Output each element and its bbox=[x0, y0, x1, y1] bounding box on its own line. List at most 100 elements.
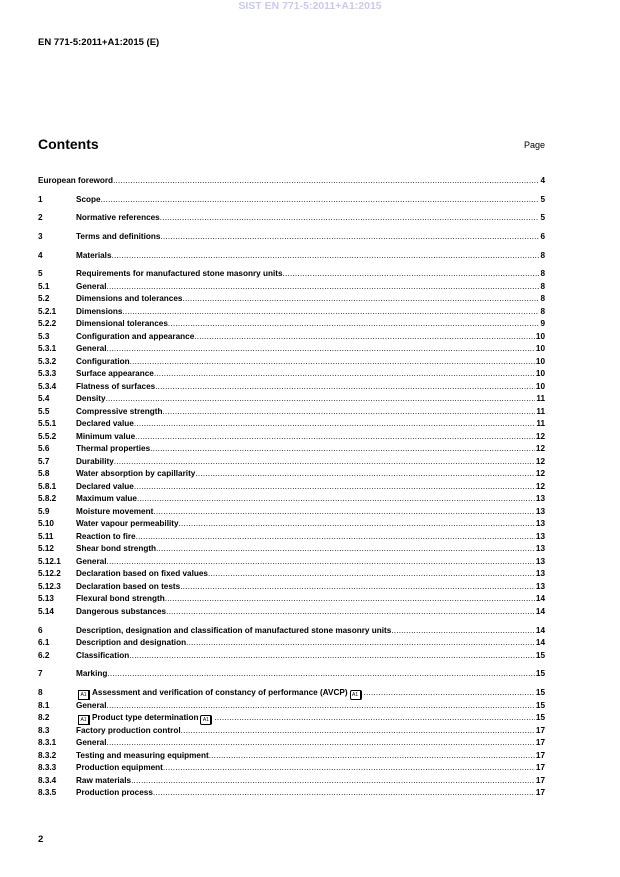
toc-entry-number: 8.3.5 bbox=[38, 788, 57, 797]
toc-entry[interactable]: 5.8 Water absorption by capillarity 12 bbox=[38, 468, 545, 481]
toc-entry-title: Maximum value bbox=[76, 494, 137, 504]
toc-entry[interactable]: 5.1 General 8 bbox=[38, 281, 545, 294]
toc-entry[interactable]: 5.10 Water vapour permeability 13 bbox=[38, 518, 545, 531]
toc-entry-title: Dimensions and tolerances bbox=[76, 294, 183, 304]
toc-entry[interactable]: 5.3.3 Surface appearance 10 bbox=[38, 368, 545, 381]
toc-entry-number: 5.3.3 bbox=[38, 369, 57, 379]
toc-entry[interactable]: 5.3 Configuration and appearance 10 bbox=[38, 331, 545, 344]
dot-leader bbox=[214, 712, 534, 725]
toc-entry[interactable]: 5.12 Shear bond strength 13 bbox=[38, 543, 545, 556]
toc-entry[interactable]: 8.3.2 Testing and measuring equipment 17 bbox=[38, 750, 545, 763]
toc-entry[interactable]: 5.13 Flexural bond strength 14 bbox=[38, 593, 545, 606]
toc-entry[interactable]: 8.3 Factory production control 17 bbox=[38, 725, 545, 738]
toc-entry-title-group: Shear bond strength bbox=[76, 543, 156, 556]
toc-entry-number: 5.8.2 bbox=[38, 494, 57, 504]
toc-entry-title: Thermal properties bbox=[76, 444, 151, 454]
toc-entry-title: Production equipment bbox=[76, 763, 163, 772]
toc-entry-number: 5.6 bbox=[38, 444, 50, 454]
toc-entry[interactable]: 5.5.1 Declared value 11 bbox=[38, 418, 545, 431]
toc-entry[interactable]: 5.12.3 Declaration based on tests 13 bbox=[38, 581, 545, 594]
toc-entry[interactable]: 5.12.1 General 13 bbox=[38, 556, 545, 569]
dot-leader bbox=[136, 531, 535, 544]
toc-entry[interactable]: 3 Terms and definitions 6 bbox=[38, 231, 545, 244]
toc-entry[interactable]: 6 Description, designation and classifica… bbox=[38, 625, 545, 638]
toc-entry-number: 5.14 bbox=[38, 606, 54, 616]
toc-entry-number: 5.3.4 bbox=[38, 381, 57, 391]
toc-entry[interactable]: 5.7 Durability 12 bbox=[38, 456, 545, 469]
toc-entry[interactable]: 6.2 Classification 15 bbox=[38, 650, 545, 663]
toc-entry[interactable]: 1 Scope 5 bbox=[38, 194, 545, 207]
toc-entry[interactable]: 8.3.3 Production equipment 17 bbox=[38, 762, 545, 775]
toc-entry-page: 4 bbox=[540, 176, 545, 185]
toc-entry-title-group: Dimensions and tolerances bbox=[76, 293, 182, 306]
toc-entry-page: 8 bbox=[540, 294, 545, 304]
toc-entry-number: 5.13 bbox=[38, 594, 54, 604]
toc-entry-title-group: Declared value bbox=[76, 418, 134, 431]
dot-leader bbox=[179, 518, 535, 531]
toc-entry-number: 8.3.1 bbox=[38, 738, 57, 747]
toc-entry-title: Marking bbox=[76, 669, 108, 679]
toc-entry-title: Factory production control bbox=[76, 725, 181, 735]
toc-entry[interactable]: 5.2.1 Dimensions 8 bbox=[38, 306, 545, 319]
dot-leader bbox=[166, 606, 535, 619]
dot-leader bbox=[163, 762, 535, 775]
toc-entry[interactable]: 8 A1 Assessment and verification of consta… bbox=[38, 687, 545, 700]
toc-entry-page: 15 bbox=[535, 688, 545, 697]
dot-leader bbox=[107, 343, 535, 356]
toc-entry[interactable]: 8.3.4 Raw materials 17 bbox=[38, 775, 545, 788]
toc-entry-title-group: Declaration based on tests bbox=[76, 581, 180, 594]
toc-entry[interactable]: European foreword 4 bbox=[38, 175, 545, 188]
toc-entry[interactable]: 5.8.1 Declared value 12 bbox=[38, 481, 545, 494]
toc-entry[interactable]: 8.3.1 General 17 bbox=[38, 737, 545, 750]
toc-entry[interactable]: 6.1 Description and designation 14 bbox=[38, 637, 545, 650]
toc-entry[interactable]: 5.5 Compressive strength 11 bbox=[38, 406, 545, 419]
toc-entry[interactable]: 7 Marking 15 bbox=[38, 668, 545, 681]
toc-entry[interactable]: 4 Materials 8 bbox=[38, 250, 545, 263]
toc-entry[interactable]: 5.3.2 Configuration 10 bbox=[38, 356, 545, 369]
toc-entry-title-group: Water absorption by capillarity bbox=[76, 468, 195, 481]
toc-entry-page: 14 bbox=[535, 594, 545, 604]
toc-entry[interactable]: 2 Normative references 5 bbox=[38, 212, 545, 225]
table-of-contents: European foreword 4 1 Scope 5 2 Normative refe… bbox=[38, 175, 545, 800]
toc-entry-title: Scope bbox=[76, 194, 101, 204]
toc-entry-number: 6.2 bbox=[38, 650, 50, 660]
toc-entry[interactable]: 5.8.2 Maximum value 13 bbox=[38, 493, 545, 506]
contents-heading: Contents bbox=[38, 136, 99, 152]
amendment-end-marker-icon: A1 bbox=[200, 715, 213, 725]
toc-entry[interactable]: 5.12.2 Declaration based on fixed values 1… bbox=[38, 568, 545, 581]
amendment-end-marker-icon: A1 bbox=[349, 690, 362, 700]
page-number: 2 bbox=[38, 834, 44, 845]
dot-leader bbox=[209, 750, 535, 763]
toc-entry-number: 5.7 bbox=[38, 456, 50, 466]
toc-entry-title: Description, designation and classificat… bbox=[76, 625, 392, 635]
toc-entry-title-group: Maximum value bbox=[76, 493, 137, 506]
toc-entry[interactable]: 5.9 Moisture movement 13 bbox=[38, 506, 545, 519]
toc-entry-page: 17 bbox=[535, 738, 545, 747]
toc-entry-title-group: Dimensions bbox=[76, 306, 122, 319]
dot-leader bbox=[180, 581, 535, 594]
toc-entry-title: Declared value bbox=[76, 419, 134, 429]
toc-entry-page: 15 bbox=[535, 650, 545, 660]
toc-entry[interactable]: 5.5.2 Minimum value 12 bbox=[38, 431, 545, 444]
toc-entry-page: 14 bbox=[535, 625, 545, 635]
toc-entry[interactable]: 5.14 Dangerous substances 14 bbox=[38, 606, 545, 619]
toc-entry-page: 8 bbox=[540, 281, 545, 291]
toc-entry-title-group: Normative references bbox=[76, 212, 160, 225]
toc-entry[interactable]: 5 Requirements for manufactured stone mas… bbox=[38, 268, 545, 281]
toc-entry-title: Configuration bbox=[76, 356, 130, 366]
toc-entry-title: Shear bond strength bbox=[76, 544, 157, 554]
toc-entry[interactable]: 5.3.1 General 10 bbox=[38, 343, 545, 356]
toc-entry[interactable]: 8.1 General 15 bbox=[38, 700, 545, 713]
toc-entry[interactable]: 5.3.4 Flatness of surfaces 10 bbox=[38, 381, 545, 394]
toc-entry-number: 5.2.2 bbox=[38, 319, 57, 329]
toc-entry[interactable]: 8.3.5 Production process 17 bbox=[38, 787, 545, 800]
toc-entry[interactable]: 5.11 Reaction to fire 13 bbox=[38, 531, 545, 544]
toc-entry[interactable]: 5.2 Dimensions and tolerances 8 bbox=[38, 293, 545, 306]
toc-entry-page: 8 bbox=[540, 306, 545, 316]
toc-entry-title-group: A1 Product type determination A1 bbox=[76, 712, 214, 725]
toc-entry-page: 13 bbox=[535, 581, 545, 591]
toc-entry[interactable]: 5.4 Density 11 bbox=[38, 393, 545, 406]
toc-entry[interactable]: 5.2.2 Dimensional tolerances 9 bbox=[38, 318, 545, 331]
toc-entry[interactable]: 5.6 Thermal properties 12 bbox=[38, 443, 545, 456]
